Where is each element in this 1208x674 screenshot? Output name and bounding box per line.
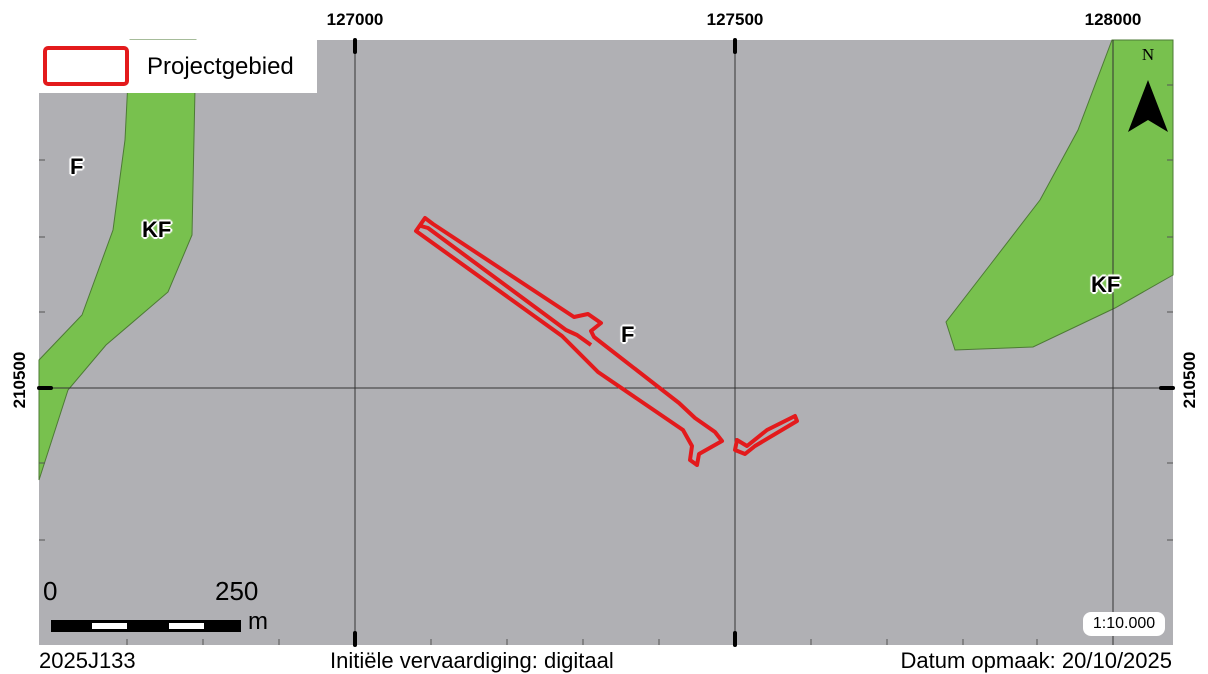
scale-unit: m [248, 608, 268, 635]
grid-label-y-right: 210500 [1180, 351, 1199, 409]
scale-start: 0 [43, 576, 58, 606]
north-label: N [1142, 45, 1154, 64]
scale-end: 250 [215, 576, 259, 606]
north-arrow-icon [1128, 80, 1168, 132]
legend: Projectgebied [39, 40, 317, 93]
grid-label-y-left: 210500 [10, 351, 29, 409]
scale-bar [51, 620, 241, 632]
zone-label-kf-left: KF [142, 217, 172, 242]
footer-date: Datum opmaak: 20/10/2025 [900, 648, 1172, 673]
green-zone-left [38, 39, 197, 481]
project-area [414, 216, 799, 467]
green-zone-right [945, 39, 1174, 351]
legend-label: Projectgebied [147, 53, 294, 80]
scale-ratio: 1:10.000 [1083, 612, 1165, 636]
footer-project-code: 2025J133 [39, 648, 136, 673]
zone-label-kf-right: KF [1091, 272, 1121, 297]
footer-production: Initiële vervaardiging: digitaal [330, 648, 614, 673]
zone-label-f-center: F [621, 322, 635, 347]
legend-swatch [43, 46, 129, 86]
zone-label-f-left: F [70, 154, 84, 179]
grid-label-x-127000: 127000 [326, 10, 384, 29]
grid-label-x-128000: 128000 [1084, 10, 1142, 29]
grid-label-x-127500: 127500 [706, 10, 764, 29]
grid-ticks [37, 38, 1175, 647]
